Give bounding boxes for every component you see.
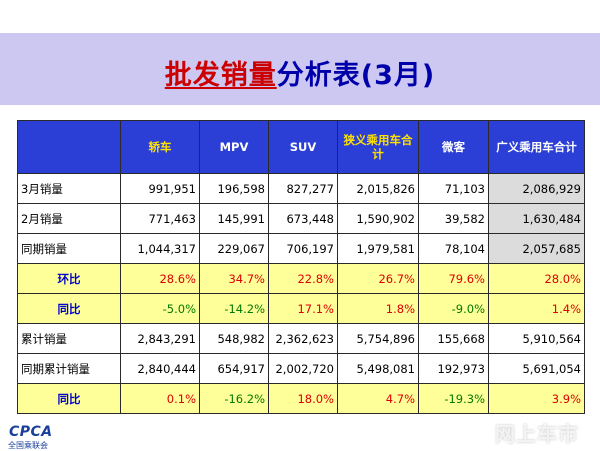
row-label: 同期累计销量	[17, 353, 121, 384]
table-cell: 2,057,685	[488, 233, 585, 264]
table-cell: 706,197	[268, 233, 338, 264]
table-cell: 2,086,929	[488, 173, 585, 204]
table-cell: 71,103	[418, 173, 489, 204]
title-part-highlight: 批发销量	[164, 60, 277, 91]
table-cell: 2,840,444	[120, 353, 200, 384]
header-cell: 微客	[418, 120, 489, 174]
table-cell: 2,843,291	[120, 323, 200, 354]
table-cell: 1,044,317	[120, 233, 200, 264]
table-cell: 17.1%	[268, 293, 338, 324]
table-row: 同比 -5.0% -14.2% 17.1% 1.8% -9.0% 1.4%	[17, 293, 585, 324]
table-cell: 2,362,623	[268, 323, 338, 354]
row-label: 同期销量	[17, 233, 121, 264]
table-cell: 155,668	[418, 323, 489, 354]
table-header-row: 轿车 MPV SUV 狭义乘用车合计 微客 广义乘用车合计	[17, 120, 585, 174]
table-cell: -5.0%	[120, 293, 200, 324]
table-cell: 145,991	[199, 203, 269, 234]
table-cell: 2,015,826	[337, 173, 419, 204]
table-row: 同期累计销量 2,840,444 654,917 2,002,720 5,498,081…	[17, 353, 585, 384]
table-cell: 5,910,564	[488, 323, 585, 354]
cpca-logo-subtitle: 全国乘联会	[8, 441, 48, 450]
sales-table: 轿车 MPV SUV 狭义乘用车合计 微客 广义乘用车合计 3月销量 991,95…	[17, 120, 585, 414]
table-cell: 2,002,720	[268, 353, 338, 384]
row-label: 环比	[17, 263, 121, 294]
table-cell: 39,582	[418, 203, 489, 234]
cpca-logo: CPCA	[9, 424, 53, 440]
table-cell: 196,598	[199, 173, 269, 204]
table-cell: 3.9%	[488, 383, 585, 414]
table-row: 累计销量 2,843,291 548,982 2,362,623 5,754,896 15…	[17, 323, 585, 354]
header-cell: MPV	[199, 120, 269, 174]
header-cell: 狭义乘用车合计	[337, 120, 419, 174]
table-cell: 5,498,081	[337, 353, 419, 384]
table-cell: -16.2%	[199, 383, 269, 414]
table-cell: 78,104	[418, 233, 489, 264]
row-label: 同比	[17, 383, 121, 414]
table-cell: 548,982	[199, 323, 269, 354]
table-row: 2月销量 771,463 145,991 673,448 1,590,902 39,582…	[17, 203, 585, 234]
row-label: 3月销量	[17, 173, 121, 204]
table-cell: 0.1%	[120, 383, 200, 414]
table-row: 3月销量 991,951 196,598 827,277 2,015,826 71,103…	[17, 173, 585, 204]
table-cell: 28.0%	[488, 263, 585, 294]
header-cell: SUV	[268, 120, 338, 174]
table-cell: 26.7%	[337, 263, 419, 294]
table-cell: 4.7%	[337, 383, 419, 414]
table-cell: -19.3%	[418, 383, 489, 414]
table-cell: 1,590,902	[337, 203, 419, 234]
header-cell: 轿车	[120, 120, 200, 174]
row-label: 2月销量	[17, 203, 121, 234]
table-cell: 18.0%	[268, 383, 338, 414]
table-cell: 192,973	[418, 353, 489, 384]
table-cell: 827,277	[268, 173, 338, 204]
watermark: 网上车市	[495, 422, 579, 446]
title-part-main: 分析表(3月)	[276, 60, 436, 91]
row-label: 累计销量	[17, 323, 121, 354]
table-cell: 1.8%	[337, 293, 419, 324]
table-cell: 1,979,581	[337, 233, 419, 264]
table-row: 环比 28.6% 34.7% 22.8% 26.7% 79.6% 28.0%	[17, 263, 585, 294]
table-cell: 5,754,896	[337, 323, 419, 354]
table-row: 同期销量 1,044,317 229,067 706,197 1,979,581 78,1…	[17, 233, 585, 264]
title-band	[0, 33, 600, 105]
table-cell: 991,951	[120, 173, 200, 204]
table-cell: 771,463	[120, 203, 200, 234]
table-cell: 229,067	[199, 233, 269, 264]
table-cell: 34.7%	[199, 263, 269, 294]
table-cell: 1.4%	[488, 293, 585, 324]
table-cell: 79.6%	[418, 263, 489, 294]
header-cell: 广义乘用车合计	[488, 120, 585, 174]
header-corner	[17, 120, 121, 174]
table-cell: 1,630,484	[488, 203, 585, 234]
table-cell: 22.8%	[268, 263, 338, 294]
table-cell: 654,917	[199, 353, 269, 384]
table-cell: -9.0%	[418, 293, 489, 324]
table-cell: 5,691,054	[488, 353, 585, 384]
table-cell: -14.2%	[199, 293, 269, 324]
row-label: 同比	[17, 293, 121, 324]
table-row: 同比 0.1% -16.2% 18.0% 4.7% -19.3% 3.9%	[17, 383, 585, 414]
table-cell: 28.6%	[120, 263, 200, 294]
table-cell: 673,448	[268, 203, 338, 234]
page-title: 批发销量分析表(3月)	[0, 53, 600, 92]
